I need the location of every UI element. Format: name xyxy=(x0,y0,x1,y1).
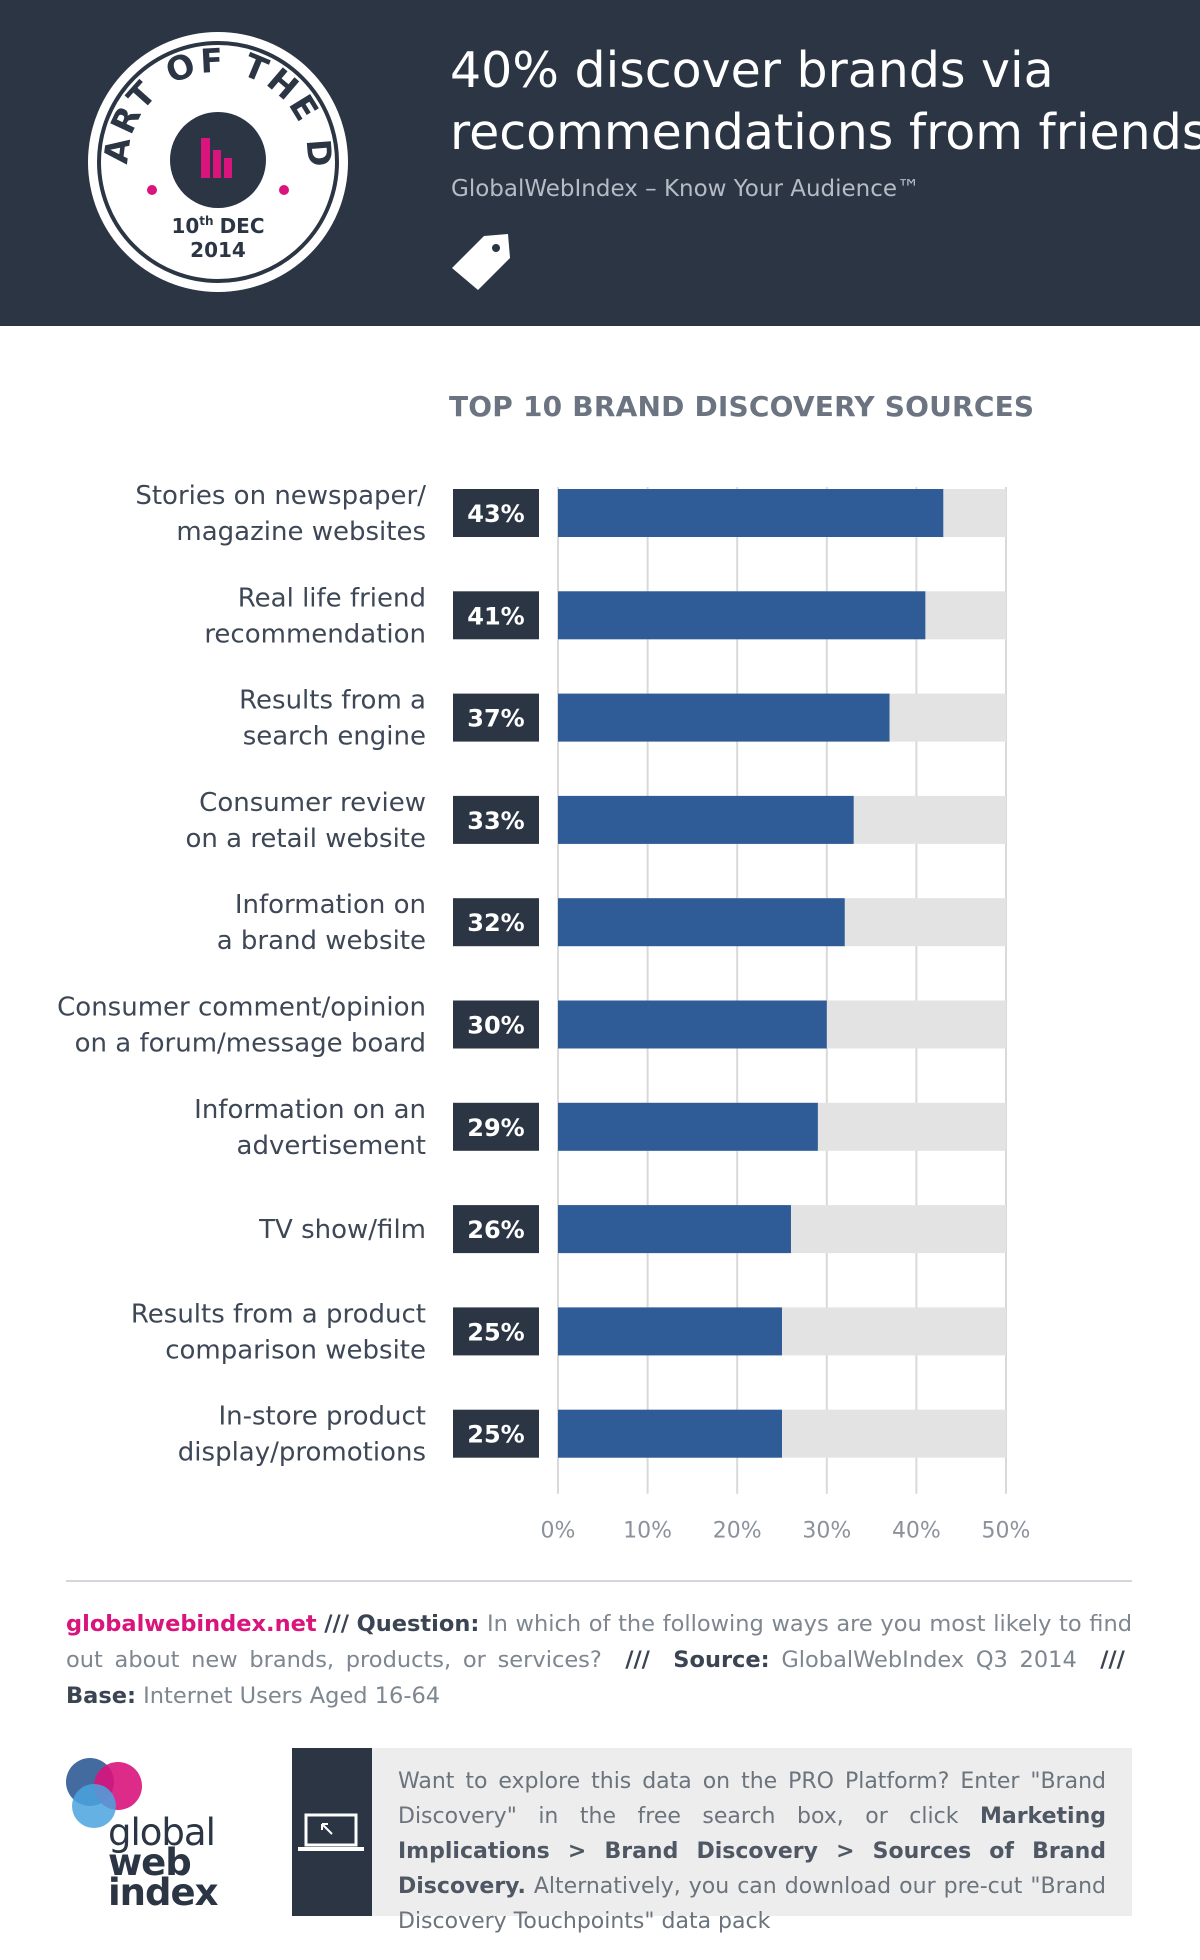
bar xyxy=(558,693,890,742)
value-label: 25% xyxy=(467,1421,524,1449)
tag-icon xyxy=(452,234,510,290)
category-label: Results from a product xyxy=(131,1299,426,1329)
headline: 40% discover brands via recommendations … xyxy=(450,40,1200,164)
x-tick-label: 0% xyxy=(541,1519,576,1544)
value-label: 26% xyxy=(467,1216,524,1244)
category-label: a brand website xyxy=(217,926,426,956)
x-tick-label: 10% xyxy=(623,1519,672,1544)
bar xyxy=(558,795,854,844)
footnote-divider xyxy=(66,1580,1132,1582)
chart-title: TOP 10 BRAND DISCOVERY SOURCES xyxy=(449,390,1035,423)
value-label-box xyxy=(453,898,539,947)
category-label: on a retail website xyxy=(185,824,426,854)
value-label: 33% xyxy=(467,807,524,835)
badge-dot-left xyxy=(147,185,157,195)
bar xyxy=(558,1409,782,1458)
category-label: Information on xyxy=(235,890,426,920)
footnote-site-link[interactable]: globalwebindex.net xyxy=(66,1611,317,1637)
promo-text-part-2: Alternatively, you can download our pre-… xyxy=(398,1874,1106,1934)
category-label: Results from a xyxy=(239,686,426,716)
category-label: Information on an xyxy=(194,1095,426,1125)
value-label-box xyxy=(453,1409,539,1458)
value-label: 25% xyxy=(467,1318,524,1346)
value-label: 29% xyxy=(467,1114,524,1142)
footnote-separator: /// xyxy=(625,1647,650,1673)
badge-year: 2014 xyxy=(190,238,246,262)
value-label-box xyxy=(453,1205,539,1254)
bar xyxy=(558,898,845,947)
value-label-box xyxy=(453,795,539,844)
logo-word-global: global xyxy=(108,1811,216,1854)
globalwebindex-logo-circles xyxy=(66,1758,142,1828)
laptop-icon xyxy=(298,1813,364,1851)
brand-tagline: GlobalWebIndex – Know Your Audience™ xyxy=(451,176,921,202)
globalwebindex-logo-text: global web index xyxy=(108,1811,218,1914)
category-label: In-store product xyxy=(218,1402,426,1432)
footnote-source-label: Source: xyxy=(673,1647,770,1673)
value-label: 41% xyxy=(467,602,524,630)
promo-icon-box xyxy=(292,1748,372,1916)
bar-chart-icon xyxy=(201,138,232,178)
value-label-box xyxy=(453,591,539,640)
headline-line-1: 40% discover brands via xyxy=(450,42,1054,99)
value-label-box xyxy=(453,693,539,742)
footnote-separator: /// xyxy=(324,1611,349,1637)
category-label: on a forum/message board xyxy=(75,1029,426,1059)
category-label: recommendation xyxy=(204,619,426,649)
logo-word-web: web xyxy=(108,1841,192,1884)
bar-chart: 0% 10% 20% 30% 40% 50% 43% Stories on newspaper… xyxy=(57,481,1031,1544)
footnote-source: GlobalWebIndex Q3 2014 xyxy=(781,1647,1077,1673)
bar xyxy=(558,1000,827,1049)
x-tick-label: 40% xyxy=(892,1519,941,1544)
category-label: Stories on newspaper/ xyxy=(135,481,426,511)
promo-navigation-path: Marketing Implications > Brand Discovery… xyxy=(398,1804,1106,1899)
value-label: 37% xyxy=(467,705,524,733)
bar xyxy=(558,1205,791,1254)
bar xyxy=(558,489,944,537)
badge-dot-right xyxy=(279,185,289,195)
badge-day: 10 xyxy=(171,214,199,238)
value-label: 32% xyxy=(467,909,524,937)
category-label: Real life friend xyxy=(238,583,426,613)
category-label: Consumer comment/opinion xyxy=(57,993,426,1023)
footnote-separator: /// xyxy=(1100,1647,1125,1673)
category-label: Consumer review xyxy=(199,788,426,818)
value-label-box xyxy=(453,489,539,537)
bar xyxy=(558,591,926,640)
promo-text-part-1: Want to explore this data on the PRO Pla… xyxy=(398,1769,1106,1829)
category-label: display/promotions xyxy=(178,1438,426,1468)
category-label: magazine websites xyxy=(176,517,426,547)
footnote-base: Internet Users Aged 16-64 xyxy=(143,1683,441,1709)
bar xyxy=(558,1307,782,1356)
footnote-base-label: Base: xyxy=(66,1683,136,1709)
category-label: search engine xyxy=(243,722,426,752)
badge-day-suffix: th xyxy=(199,214,213,228)
promo-text: Want to explore this data on the PRO Pla… xyxy=(398,1764,1106,1939)
promo-box xyxy=(372,1748,1132,1916)
bar xyxy=(558,1102,818,1151)
headline-line-2: recommendations from friends xyxy=(450,104,1200,161)
footnote-question: In which of the following ways are you m… xyxy=(66,1611,1132,1673)
x-tick-label: 30% xyxy=(802,1519,851,1544)
value-label: 43% xyxy=(467,500,524,528)
value-label-box xyxy=(453,1000,539,1049)
value-label-box xyxy=(453,1307,539,1356)
category-label: TV show/film xyxy=(258,1215,426,1245)
badge-month: DEC xyxy=(220,214,265,238)
value-label-box xyxy=(453,1102,539,1151)
x-tick-label: 20% xyxy=(713,1519,762,1544)
logo-word-index: index xyxy=(108,1871,218,1914)
x-tick-label: 50% xyxy=(982,1519,1031,1544)
category-label: comparison website xyxy=(165,1335,426,1365)
footnote-question-label: Question: xyxy=(356,1611,480,1637)
category-label: advertisement xyxy=(237,1131,426,1161)
value-label: 30% xyxy=(467,1012,524,1040)
footnote: globalwebindex.net /// Question: In whic… xyxy=(66,1606,1132,1714)
